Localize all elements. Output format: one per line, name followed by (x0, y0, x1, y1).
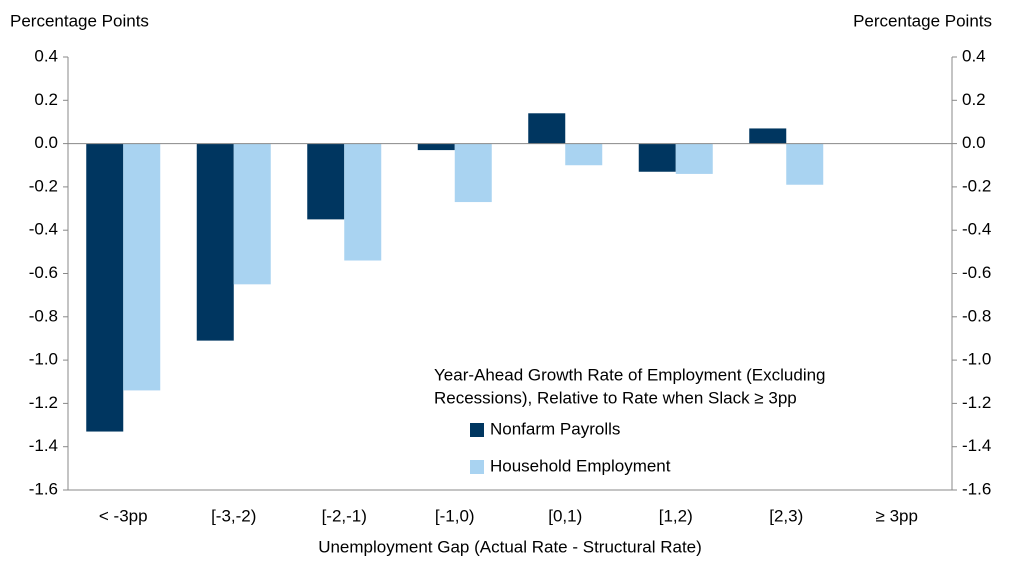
y-tick-label: 0.2 (34, 90, 58, 109)
y2-tick-label: -0.6 (962, 263, 991, 282)
y-tick-label: -1.4 (29, 436, 58, 455)
bar (196, 143, 234, 341)
y2-tick-label: -0.2 (962, 176, 991, 195)
y2-tick-label: -1.4 (962, 436, 991, 455)
y2-tick-label: 0.2 (962, 90, 986, 109)
bar (344, 143, 382, 261)
bar (749, 128, 787, 144)
bar (528, 113, 566, 144)
x-tick-label: [1,2) (659, 506, 693, 525)
y2-tick-label: -1.6 (962, 479, 991, 498)
y2-tick-label: 0.4 (962, 46, 986, 65)
bar (675, 143, 713, 174)
y-tick-label: -1.0 (29, 350, 58, 369)
bar (786, 143, 824, 185)
bar (123, 143, 161, 391)
bar (307, 143, 345, 220)
y-tick-label: -1.6 (29, 479, 58, 498)
y2-tick-label: 0.0 (962, 133, 986, 152)
x-axis-title: Unemployment Gap (Actual Rate - Structur… (318, 537, 702, 556)
y2-tick-label: -1.0 (962, 350, 991, 369)
bar (638, 143, 676, 172)
y-tick-label: 0.0 (34, 133, 58, 152)
y-axis-title: Percentage Points (10, 11, 149, 30)
bar (565, 143, 603, 166)
legend-swatch (470, 423, 484, 437)
y2-tick-label: -0.8 (962, 306, 991, 325)
y2-tick-label: -1.2 (962, 393, 991, 412)
legend-title: Year-Ahead Growth Rate of Employment (Ex… (434, 365, 826, 384)
legend-swatch (470, 460, 484, 474)
y-tick-label: 0.4 (34, 46, 58, 65)
y-tick-label: -0.2 (29, 176, 58, 195)
x-tick-label: [-2,-1) (322, 506, 367, 525)
bar (233, 143, 271, 285)
y-tick-label: -0.4 (29, 220, 58, 239)
legend-label: Nonfarm Payrolls (490, 419, 620, 438)
x-tick-label: [-3,-2) (211, 506, 256, 525)
x-tick-label: ≥ 3pp (876, 506, 918, 525)
x-tick-label: [2,3) (769, 506, 803, 525)
x-tick-label: < -3pp (99, 506, 148, 525)
y-tick-label: -1.2 (29, 393, 58, 412)
bar (454, 143, 492, 203)
legend-title: Recessions), Relative to Rate when Slack… (434, 388, 797, 407)
y-tick-label: -0.8 (29, 306, 58, 325)
x-tick-label: [0,1) (548, 506, 582, 525)
y2-axis-title: Percentage Points (853, 11, 992, 30)
bar (417, 143, 455, 151)
y2-tick-label: -0.4 (962, 220, 991, 239)
bar (86, 143, 124, 432)
x-tick-label: [-1,0) (435, 506, 475, 525)
y-tick-label: -0.6 (29, 263, 58, 282)
legend-label: Household Employment (490, 456, 671, 475)
